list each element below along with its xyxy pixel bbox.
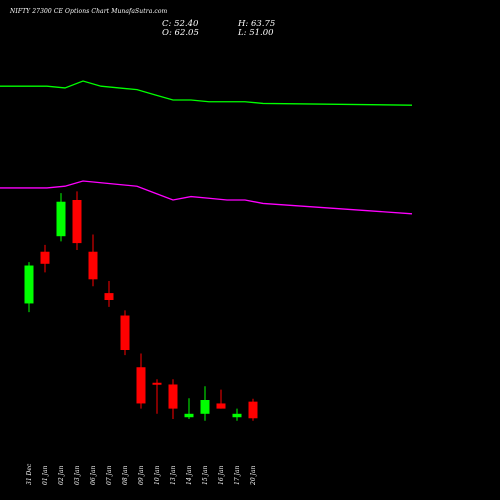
x-tick-label: 02 Jan [58,465,65,485]
x-tick-label: 10 Jan [154,465,161,485]
candle-body [40,251,50,264]
x-tick-label: 31 Dec [26,463,33,485]
candle-08-jan [120,310,130,356]
candle-body [152,382,162,385]
candle-body [168,384,178,409]
candle-body [216,403,226,409]
high-value: H: 63.75 [238,19,276,29]
candle-03-jan [72,191,82,250]
candle-10-jan [152,379,162,414]
candle-31-dec [24,262,34,313]
indicator-line-2 [0,180,413,215]
candle-06-jan [88,234,98,287]
x-tick-label: 13 Jan [170,465,177,485]
x-tick-label: 17 Jan [234,465,241,485]
open-value: O: 62.05 [162,28,199,38]
chart-title: NIFTY 27300 CE Options Chart MunafaSutra… [10,8,168,15]
x-tick-label: 16 Jan [218,465,225,485]
candle-07-jan [104,281,114,307]
x-tick-label: 07 Jan [106,465,113,485]
candle-body [104,293,114,300]
candle-body [56,201,66,237]
x-tick-label: 09 Jan [138,465,145,485]
candle-20-jan [248,398,258,421]
candle-16-jan [216,389,226,409]
x-tick-label: 01 Jan [42,465,49,485]
candle-body [232,413,242,418]
candle-body [184,413,194,418]
x-tick-label: 14 Jan [186,465,193,485]
close-value: C: 52.40 [162,19,199,29]
candle-15-jan [200,386,210,421]
candle-body [120,315,130,350]
candle-13-jan [168,379,178,419]
candle-body [200,400,210,414]
candle-14-jan [184,398,194,419]
low-value: L: 51.00 [238,28,274,38]
candle-body [248,401,258,419]
candle-17-jan [232,408,242,421]
x-tick-label: 08 Jan [122,465,129,485]
candle-body [72,200,82,244]
candle-02-jan [56,193,66,242]
candle-body [88,251,98,280]
candle-body [24,265,34,304]
indicator-line-1 [0,80,413,106]
candle-body [136,367,146,404]
candle-01-jan [40,244,50,273]
x-tick-label: 20 Jan [250,465,257,486]
x-tick-label: 15 Jan [202,465,209,485]
x-tick-label: 06 Jan [90,465,97,485]
x-tick-label: 03 Jan [74,465,81,485]
candle-09-jan [136,353,146,409]
